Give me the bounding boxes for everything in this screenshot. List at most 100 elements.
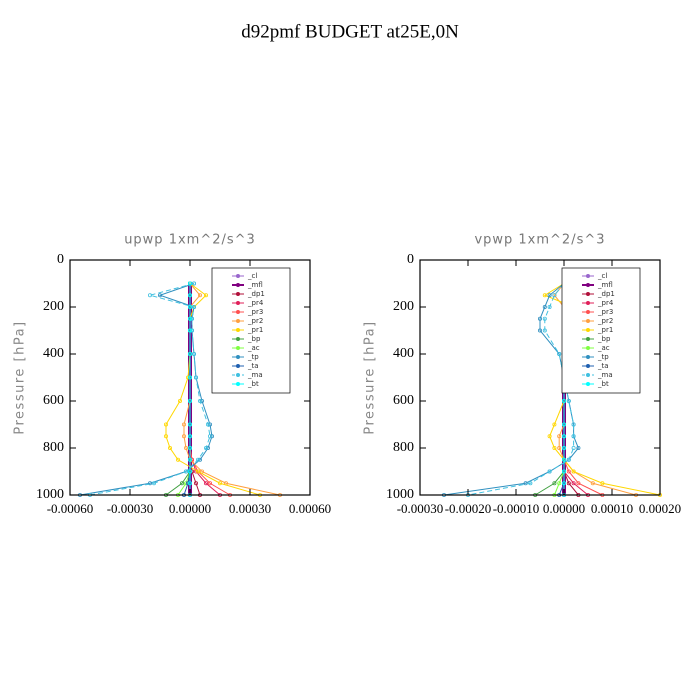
point-marker <box>547 293 552 298</box>
point-marker <box>187 281 192 286</box>
point-marker <box>557 434 562 439</box>
legend-marker <box>586 274 590 278</box>
point-marker <box>193 375 198 380</box>
point-marker <box>187 304 192 309</box>
point-marker <box>205 422 210 427</box>
legend-label: _dp1 <box>597 290 615 298</box>
point-marker <box>566 398 571 403</box>
x-tick-label: 0.00020 <box>639 501 681 516</box>
point-marker <box>566 469 571 474</box>
point-marker <box>562 445 567 450</box>
legend-marker <box>236 274 240 278</box>
panel-title: vpwp 1xm^2/s^3 <box>474 233 605 248</box>
point-marker <box>187 375 192 380</box>
point-marker <box>557 481 562 486</box>
x-tick-label: -0.00030 <box>107 501 154 516</box>
y-tick-label: 1000 <box>36 487 64 502</box>
legend-marker <box>586 355 590 359</box>
point-marker <box>528 481 533 486</box>
point-marker <box>566 457 571 462</box>
legend-marker <box>586 310 590 314</box>
legend-label: _bt <box>247 380 259 388</box>
y-tick-label: 1000 <box>386 487 414 502</box>
point-marker <box>576 481 581 486</box>
legend-label: _tp <box>597 353 609 361</box>
point-marker <box>538 316 543 321</box>
point-marker <box>207 434 212 439</box>
legend-label: _ma <box>597 371 613 379</box>
x-tick-label: 0.00060 <box>289 501 331 516</box>
legend-label: _ma <box>247 371 263 379</box>
legend-label: _mfl <box>597 281 613 289</box>
point-marker <box>195 457 200 462</box>
point-marker <box>187 351 192 356</box>
point-marker <box>571 434 576 439</box>
legend-label: _pr4 <box>597 299 614 307</box>
point-marker <box>157 293 162 298</box>
point-marker <box>147 293 152 298</box>
y-tick-label: 200 <box>43 299 64 314</box>
point-marker <box>197 398 202 403</box>
legend-marker <box>236 328 240 332</box>
point-marker <box>571 445 576 450</box>
point-marker <box>209 434 214 439</box>
point-marker <box>571 422 576 427</box>
y-tick-label: 600 <box>393 393 414 408</box>
legend-label: _bt <box>597 380 609 388</box>
point-marker <box>179 481 184 486</box>
point-marker <box>183 469 188 474</box>
point-marker <box>542 316 547 321</box>
y-tick-label: 600 <box>43 393 64 408</box>
legend-marker <box>236 310 240 314</box>
legend-marker <box>586 382 590 386</box>
point-marker <box>195 469 200 474</box>
x-tick-label: 0.00010 <box>591 501 633 516</box>
point-marker <box>547 434 552 439</box>
legend-marker <box>236 346 240 350</box>
point-marker <box>542 328 547 333</box>
point-marker <box>187 457 192 462</box>
point-marker <box>187 293 192 298</box>
legend-label: _bp <box>597 335 611 343</box>
legend-marker <box>586 337 590 341</box>
point-marker <box>571 481 576 486</box>
legend-box <box>211 267 291 394</box>
point-marker <box>183 445 188 450</box>
legend-label: _ta <box>247 362 259 370</box>
point-marker <box>562 434 567 439</box>
point-marker <box>547 469 552 474</box>
point-marker <box>187 398 192 403</box>
legend-marker <box>236 292 240 296</box>
point-marker <box>163 422 168 427</box>
legend-label: _pr2 <box>247 317 263 325</box>
point-marker <box>187 316 192 321</box>
point-marker <box>203 445 208 450</box>
point-marker <box>562 398 567 403</box>
x-tick-label: -0.00020 <box>445 501 492 516</box>
point-marker <box>187 481 192 486</box>
legend-label: _cl <box>247 272 257 280</box>
legend-box <box>561 267 641 394</box>
point-marker <box>187 434 192 439</box>
point-marker <box>193 481 198 486</box>
point-marker <box>552 445 557 450</box>
point-marker <box>151 481 156 486</box>
series-line <box>467 283 575 496</box>
legend-label: _dp1 <box>247 290 265 298</box>
point-marker <box>187 445 192 450</box>
legend-label: _mfl <box>247 281 263 289</box>
legend-label: _cl <box>597 272 607 280</box>
point-marker <box>542 293 547 298</box>
point-marker <box>191 281 196 286</box>
legend-label: _ac <box>247 344 260 352</box>
point-marker <box>571 469 576 474</box>
legend-label: _bp <box>247 335 261 343</box>
legend-marker <box>236 364 240 368</box>
x-tick-label: 0.00030 <box>229 501 271 516</box>
x-tick-label: 0.00000 <box>169 501 211 516</box>
point-marker <box>576 445 581 450</box>
legend-marker <box>236 301 240 305</box>
point-marker <box>147 481 152 486</box>
x-tick-label: 0.00000 <box>543 501 585 516</box>
y-axis-label: Pressure [hPa] <box>13 320 28 434</box>
